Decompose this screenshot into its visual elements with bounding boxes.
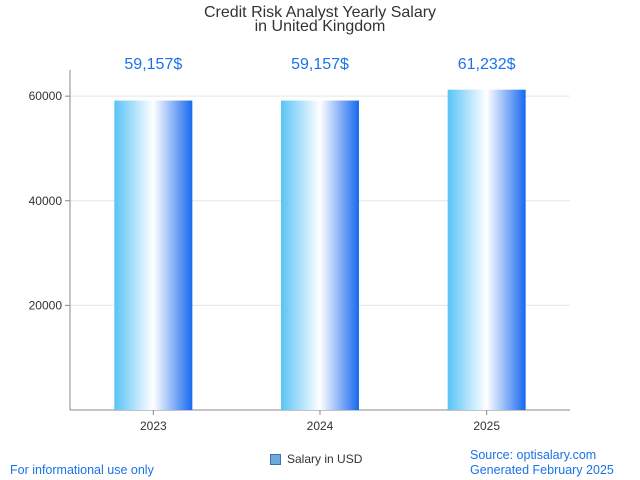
disclaimer-text: For informational use only [10,463,154,477]
chart-title-line-2: in United Kingdom [254,18,386,35]
data-label: 59,157$ [291,56,349,73]
legend-swatch [270,453,281,465]
x-tick-label: 2025 [473,419,500,433]
y-tick-label: 40000 [29,194,63,208]
generated-date: Generated February 2025 [470,463,614,477]
y-tick-label: 20000 [29,298,63,312]
legend: Salary in USD [270,452,362,466]
source-text: Source: optisalary.com [470,448,597,462]
bar [281,100,359,410]
data-label: 59,157$ [124,56,182,73]
bar [447,89,526,411]
x-tick-label: 2023 [140,419,167,433]
data-label: 61,232$ [458,56,516,73]
y-tick-label: 60000 [29,89,63,103]
bar [114,100,193,410]
chart-title-line-1: Credit Risk Analyst Yearly Salary [203,4,437,21]
legend-label: Salary in USD [287,452,363,466]
x-tick-label: 2024 [307,419,334,433]
